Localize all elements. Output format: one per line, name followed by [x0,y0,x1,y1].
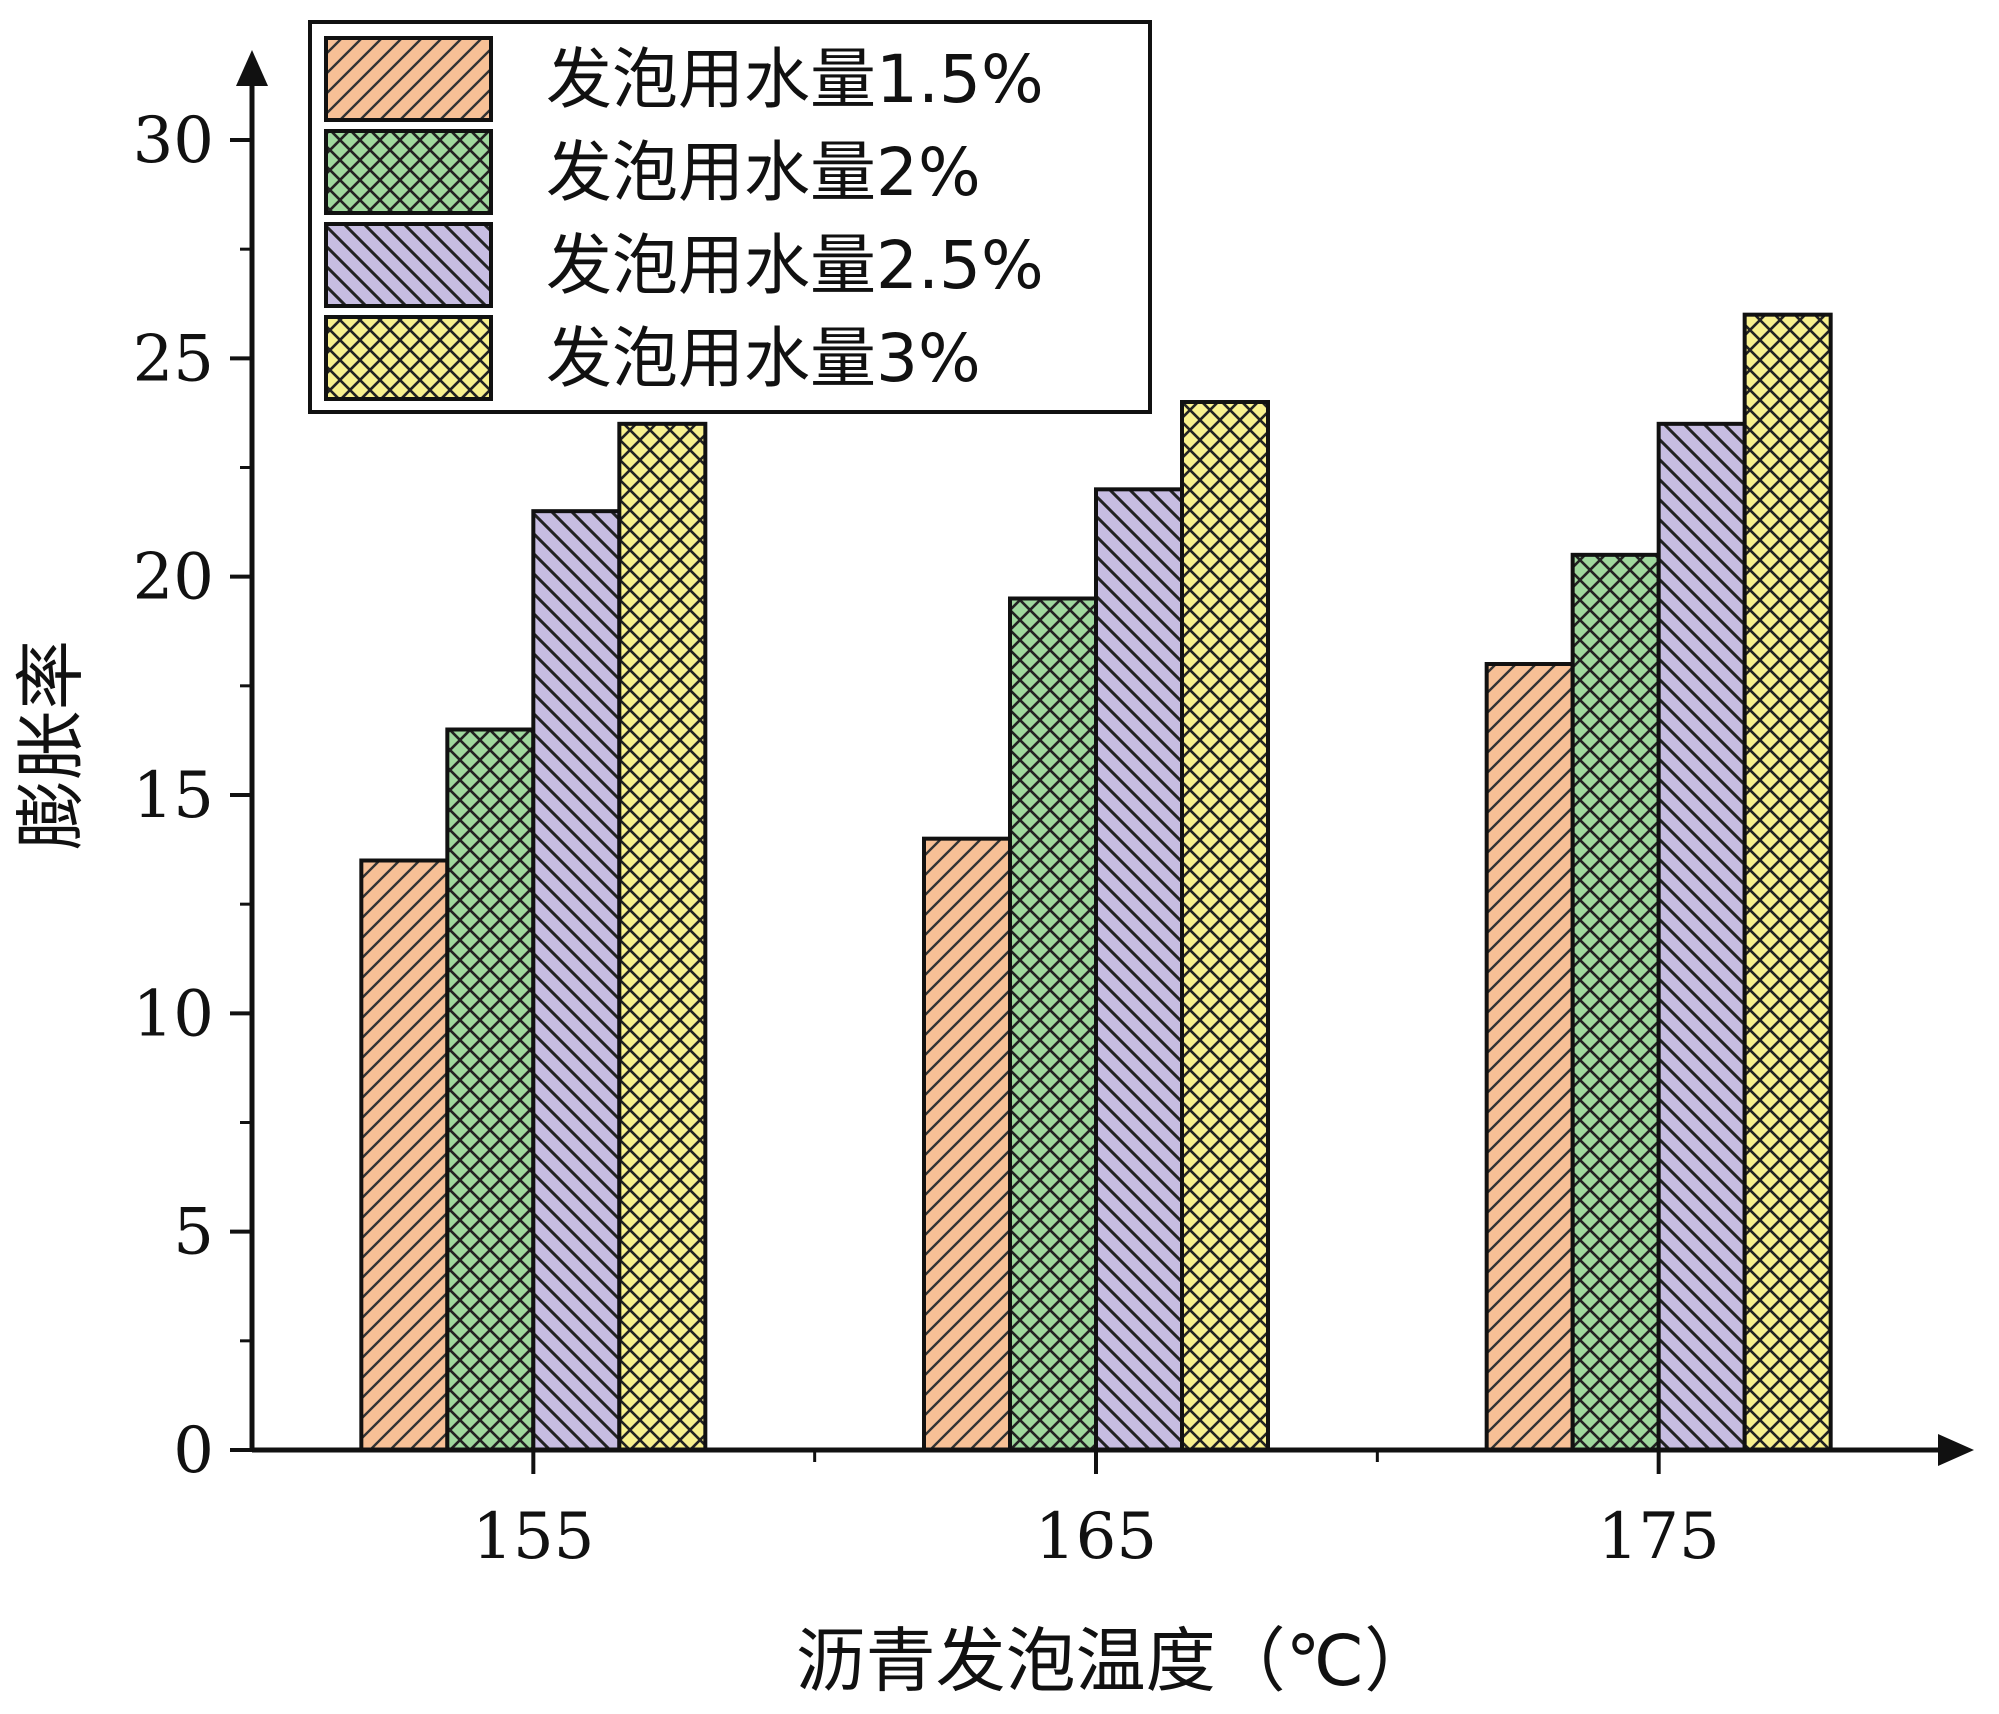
x-tick-label: 175 [1598,1500,1720,1574]
bar [1180,400,1270,1452]
legend-swatch [324,315,493,401]
y-tick-label: 15 [133,759,214,833]
bar [1008,596,1098,1452]
bar [359,858,450,1452]
y-tick-label: 0 [173,1414,214,1488]
legend-swatch [324,222,493,308]
bar [1484,662,1575,1452]
y-axis-arrow [236,50,268,86]
legend-label: 发泡用水量2.5% [546,227,1044,304]
bar [1656,421,1747,1452]
y-tick-label: 30 [133,104,214,178]
bar [1094,487,1184,1453]
y-tick-label: 20 [133,541,214,615]
x-tick-label: 165 [1035,1500,1157,1574]
ticks-layer: 0 5 10 15 20 25 30 155 165 175 [133,104,1720,1574]
y-tick-label: 5 [173,1196,214,1270]
x-axis-arrow [1938,1434,1974,1466]
bar [922,836,1012,1452]
bars-layer [359,312,1833,1453]
legend: 发泡用水量1.5% 发泡用水量2% 发泡用水量2.5% 发泡用水量3% [308,20,1152,414]
bar [531,509,622,1452]
bar [1570,552,1661,1452]
x-axis-title: 沥青发泡温度（℃） [796,1620,1435,1702]
legend-swatch [324,129,493,215]
y-axis-title: 膨胀率 [10,640,92,850]
y-tick-label: 10 [133,977,214,1051]
legend-swatch [324,36,493,122]
legend-label: 发泡用水量1.5% [546,41,1044,118]
bar [445,727,536,1452]
legend-label: 发泡用水量3% [546,320,981,397]
legend-label: 发泡用水量2% [546,134,981,211]
bar [617,421,708,1452]
bar [1742,312,1833,1453]
y-tick-label: 25 [133,322,214,396]
x-tick-label: 155 [472,1500,594,1574]
